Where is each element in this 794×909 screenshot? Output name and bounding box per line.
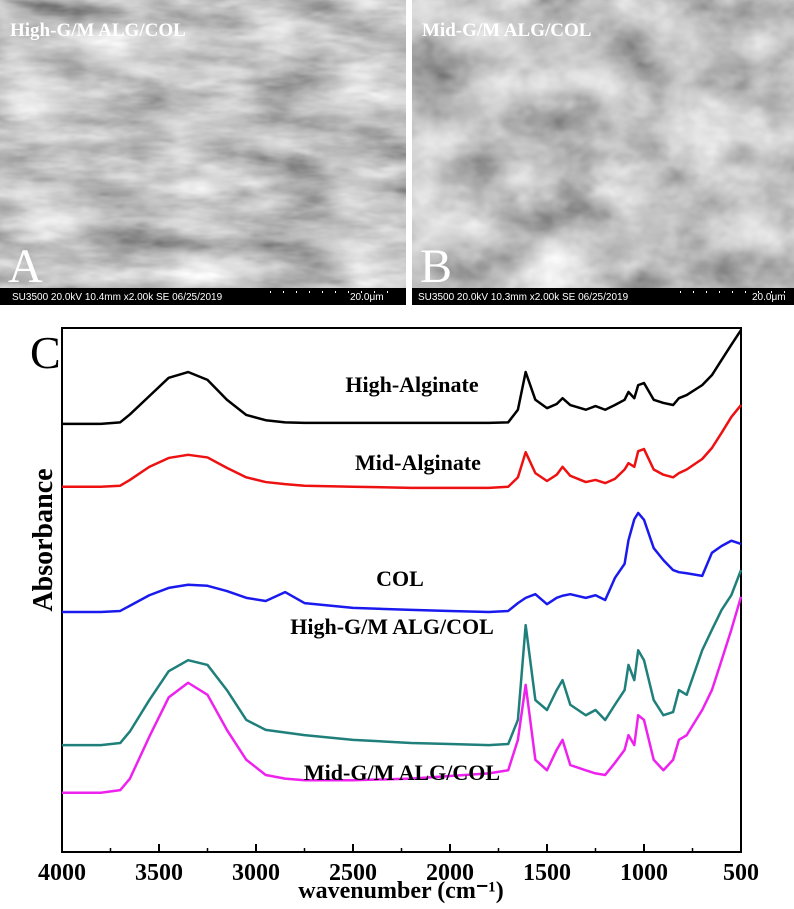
series-label: High-G/M ALG/COL [290, 614, 494, 639]
series-label: COL [376, 566, 424, 591]
panel-label: C [30, 327, 61, 378]
x-tick-label: 3500 [135, 860, 183, 886]
series-label: High-Alginate [345, 372, 478, 397]
spectrum-line [62, 513, 741, 612]
x-tick-label: 2000 [426, 860, 474, 886]
sem-texture [412, 0, 794, 288]
x-tick-label: 1500 [523, 860, 571, 886]
series-label: Mid-Alginate [355, 450, 481, 475]
sem-info: SU3500 20.0kV 10.4mm x2.00k SE 06/25/201… [12, 292, 223, 303]
sem-title: High-G/M ALG/COL [10, 20, 186, 41]
figure-canvas: High-G/M ALG/COL A SU3500 20.0kV 10.4mm … [0, 0, 794, 904]
sem-panel: Mid-G/M ALG/COL B SU3500 20.0kV 10.3mm x… [412, 0, 794, 305]
x-tick-label: 4000 [38, 860, 86, 886]
spectrum-line [62, 570, 741, 745]
sem-info: SU3500 20.0kV 10.3mm x2.00k SE 06/25/201… [418, 292, 629, 303]
sem-panel: High-G/M ALG/COL A SU3500 20.0kV 10.4mm … [0, 0, 406, 305]
sem-title: Mid-G/M ALG/COL [422, 20, 591, 41]
x-tick-label: 2500 [329, 860, 377, 886]
spectrum-line [62, 405, 741, 488]
figure: High-G/M ALG/COL A SU3500 20.0kV 10.4mm … [0, 0, 794, 904]
panel-label: A [8, 240, 43, 293]
sem-texture [0, 0, 406, 288]
y-axis-label: Absorbance [28, 468, 59, 611]
sem-scale: 20.0μm [350, 292, 384, 303]
x-tick-label: 1000 [620, 860, 668, 886]
sem-scale: 20.0μm [752, 292, 786, 303]
x-tick-label: 3000 [232, 860, 280, 886]
series-label: Mid-G/M ALG/COL [304, 760, 500, 785]
x-tick-label: 500 [723, 860, 759, 886]
panel-label: B [420, 240, 452, 293]
